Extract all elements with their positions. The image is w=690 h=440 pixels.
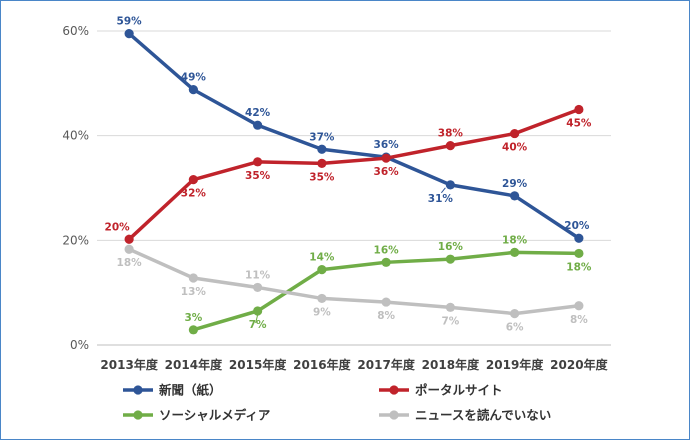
data-point <box>510 309 520 319</box>
data-point <box>381 257 391 267</box>
data-label: 38% <box>438 128 464 140</box>
x-tick-label: 2017年度 <box>357 357 415 372</box>
data-point <box>574 301 584 311</box>
data-point <box>445 254 455 264</box>
data-point <box>317 265 327 275</box>
data-label: 59% <box>117 16 143 28</box>
data-label: 3% <box>184 312 202 324</box>
data-label: 16% <box>438 241 464 253</box>
legend-label: ソーシャルメディア <box>159 408 270 423</box>
data-label: 49% <box>181 72 207 84</box>
data-point <box>253 282 263 293</box>
x-tick-label: 2013年度 <box>100 357 158 372</box>
data-point <box>188 175 198 185</box>
data-point <box>445 302 455 312</box>
leader-line <box>255 314 259 324</box>
data-label: 40% <box>502 142 528 154</box>
data-label: 32% <box>181 188 207 200</box>
legend-swatch-marker <box>389 385 399 395</box>
data-label: 8% <box>377 310 395 322</box>
data-point <box>381 153 391 163</box>
data-point <box>253 157 263 167</box>
x-tick-label: 2019年度 <box>486 357 544 372</box>
data-point <box>510 247 520 257</box>
x-tick-label: 2015年度 <box>229 357 287 372</box>
x-tick-label: 2014年度 <box>165 357 223 372</box>
data-label: 20% <box>105 221 131 233</box>
data-point <box>317 293 327 304</box>
leader-line <box>440 187 446 194</box>
data-label: 16% <box>374 244 400 256</box>
y-tick-label: 20% <box>62 233 89 247</box>
data-label: 7% <box>249 319 267 331</box>
data-point <box>188 325 198 335</box>
data-label: 36% <box>374 166 400 178</box>
data-label: 7% <box>441 315 459 327</box>
data-point <box>124 234 134 244</box>
data-label: 35% <box>309 171 335 183</box>
data-label: 31% <box>428 193 454 205</box>
legend-label: ポータルサイト <box>415 383 503 398</box>
x-tick-label: 2020年度 <box>550 357 608 372</box>
series-line <box>127 107 581 242</box>
data-point <box>317 158 327 169</box>
x-tick-label: 2016年度 <box>293 357 351 372</box>
data-label: 18% <box>566 261 592 273</box>
data-point <box>317 144 327 154</box>
data-label: 37% <box>309 131 335 143</box>
data-point <box>510 191 520 201</box>
data-point <box>188 85 198 95</box>
data-label: 9% <box>313 306 331 318</box>
data-point <box>445 141 455 151</box>
data-point <box>124 29 134 39</box>
data-label: 14% <box>309 252 335 264</box>
data-label: 36% <box>374 139 400 151</box>
legend-swatch-marker <box>133 385 143 395</box>
data-point <box>188 273 198 283</box>
legend-label: 新聞（紙） <box>159 383 222 398</box>
data-point <box>574 104 584 115</box>
data-label: 29% <box>502 178 528 190</box>
data-point <box>445 180 455 190</box>
series-line <box>127 31 581 240</box>
data-point <box>253 306 263 316</box>
legend-swatch-marker <box>389 410 399 420</box>
x-tick-label: 2018年度 <box>422 357 480 372</box>
data-point <box>124 244 134 254</box>
data-label: 8% <box>570 314 588 326</box>
data-label: 18% <box>117 257 143 269</box>
data-point <box>574 233 584 243</box>
data-label: 45% <box>566 118 592 130</box>
data-label: 35% <box>245 170 271 182</box>
data-label: 6% <box>506 322 524 334</box>
y-tick-label: 0% <box>70 338 89 352</box>
data-point <box>253 120 263 130</box>
data-label: 42% <box>245 107 271 119</box>
y-tick-label: 60% <box>62 24 89 38</box>
legend-label: ニュースを読んでいない <box>415 408 551 423</box>
data-label: 11% <box>245 269 271 281</box>
data-label: 20% <box>564 220 590 232</box>
y-tick-label: 40% <box>62 129 89 143</box>
data-point <box>381 297 391 307</box>
data-point <box>574 248 584 259</box>
data-label: 18% <box>502 234 528 246</box>
data-label: 13% <box>181 286 207 298</box>
data-point <box>510 128 520 139</box>
series-line <box>127 247 581 316</box>
legend-swatch-marker <box>133 410 143 420</box>
